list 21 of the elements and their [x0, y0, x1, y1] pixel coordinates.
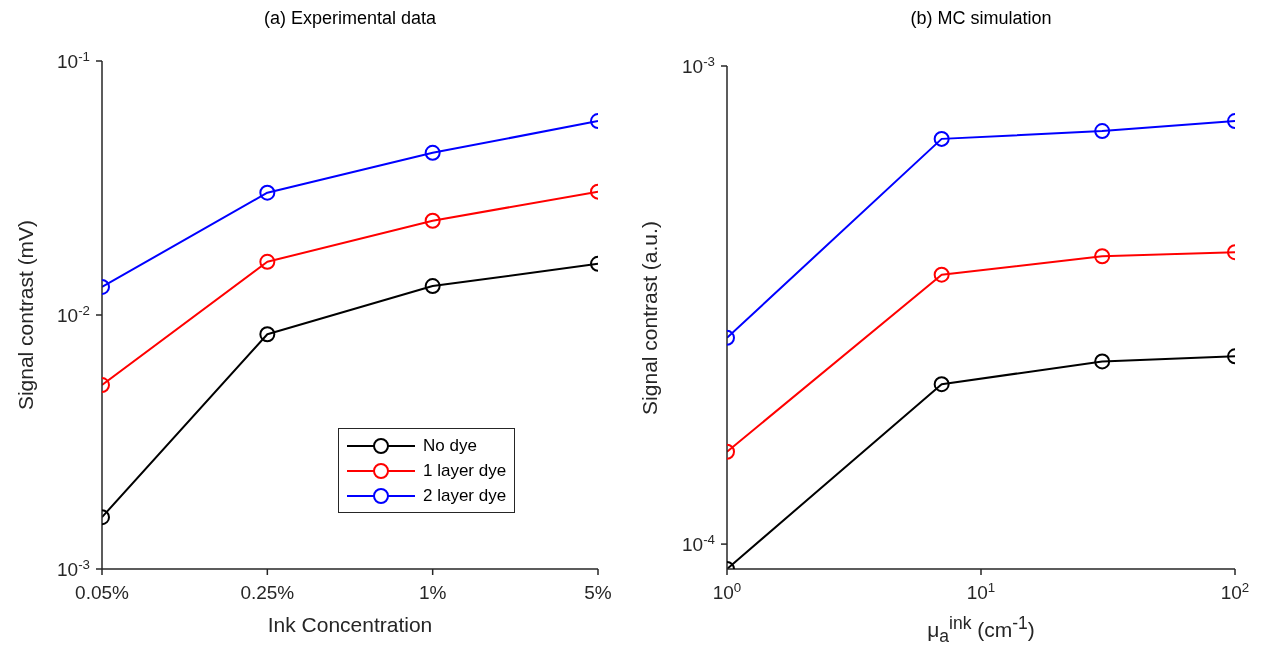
y-axis-title: Signal contrast (mV)	[14, 219, 38, 411]
y-tick-label: 10$^{-1}$	[57, 48, 90, 72]
y-axis-title: Signal contrast (a.u.)	[638, 220, 662, 415]
y-tick-label: 10$^{-3}$	[682, 53, 715, 77]
x-tick-label: 5%	[584, 582, 612, 603]
x-tick-label: 1%	[418, 582, 447, 603]
legend-label: 1 layer dye	[423, 460, 507, 481]
y-tick-label: 10$^{-4}$	[682, 531, 715, 556]
legend-label: 2 layer dye	[423, 485, 507, 506]
x-tick-label: 10$^{1}$	[966, 579, 996, 603]
y-tick-label: 10$^{-2}$	[57, 302, 90, 326]
x-tick-label: 0.25%	[240, 582, 295, 603]
x-tick-label: 0.05%	[75, 582, 130, 603]
legend-label: No dye	[423, 435, 477, 456]
x-tick-label: 10$^{2}$	[1220, 579, 1250, 603]
y-tick-label: 10$^{-3}$	[57, 556, 90, 580]
chart-title: (a) Experimental data	[262, 8, 438, 29]
x-tick-label: 10$^{0}$	[712, 579, 742, 603]
x-axis-title: μ$_{a}$$^{ink}$ (cm$^{-1}$)	[926, 613, 1036, 648]
chart-title: (b) MC simulation	[909, 8, 1053, 29]
x-axis-title: Ink Concentration	[266, 613, 434, 637]
